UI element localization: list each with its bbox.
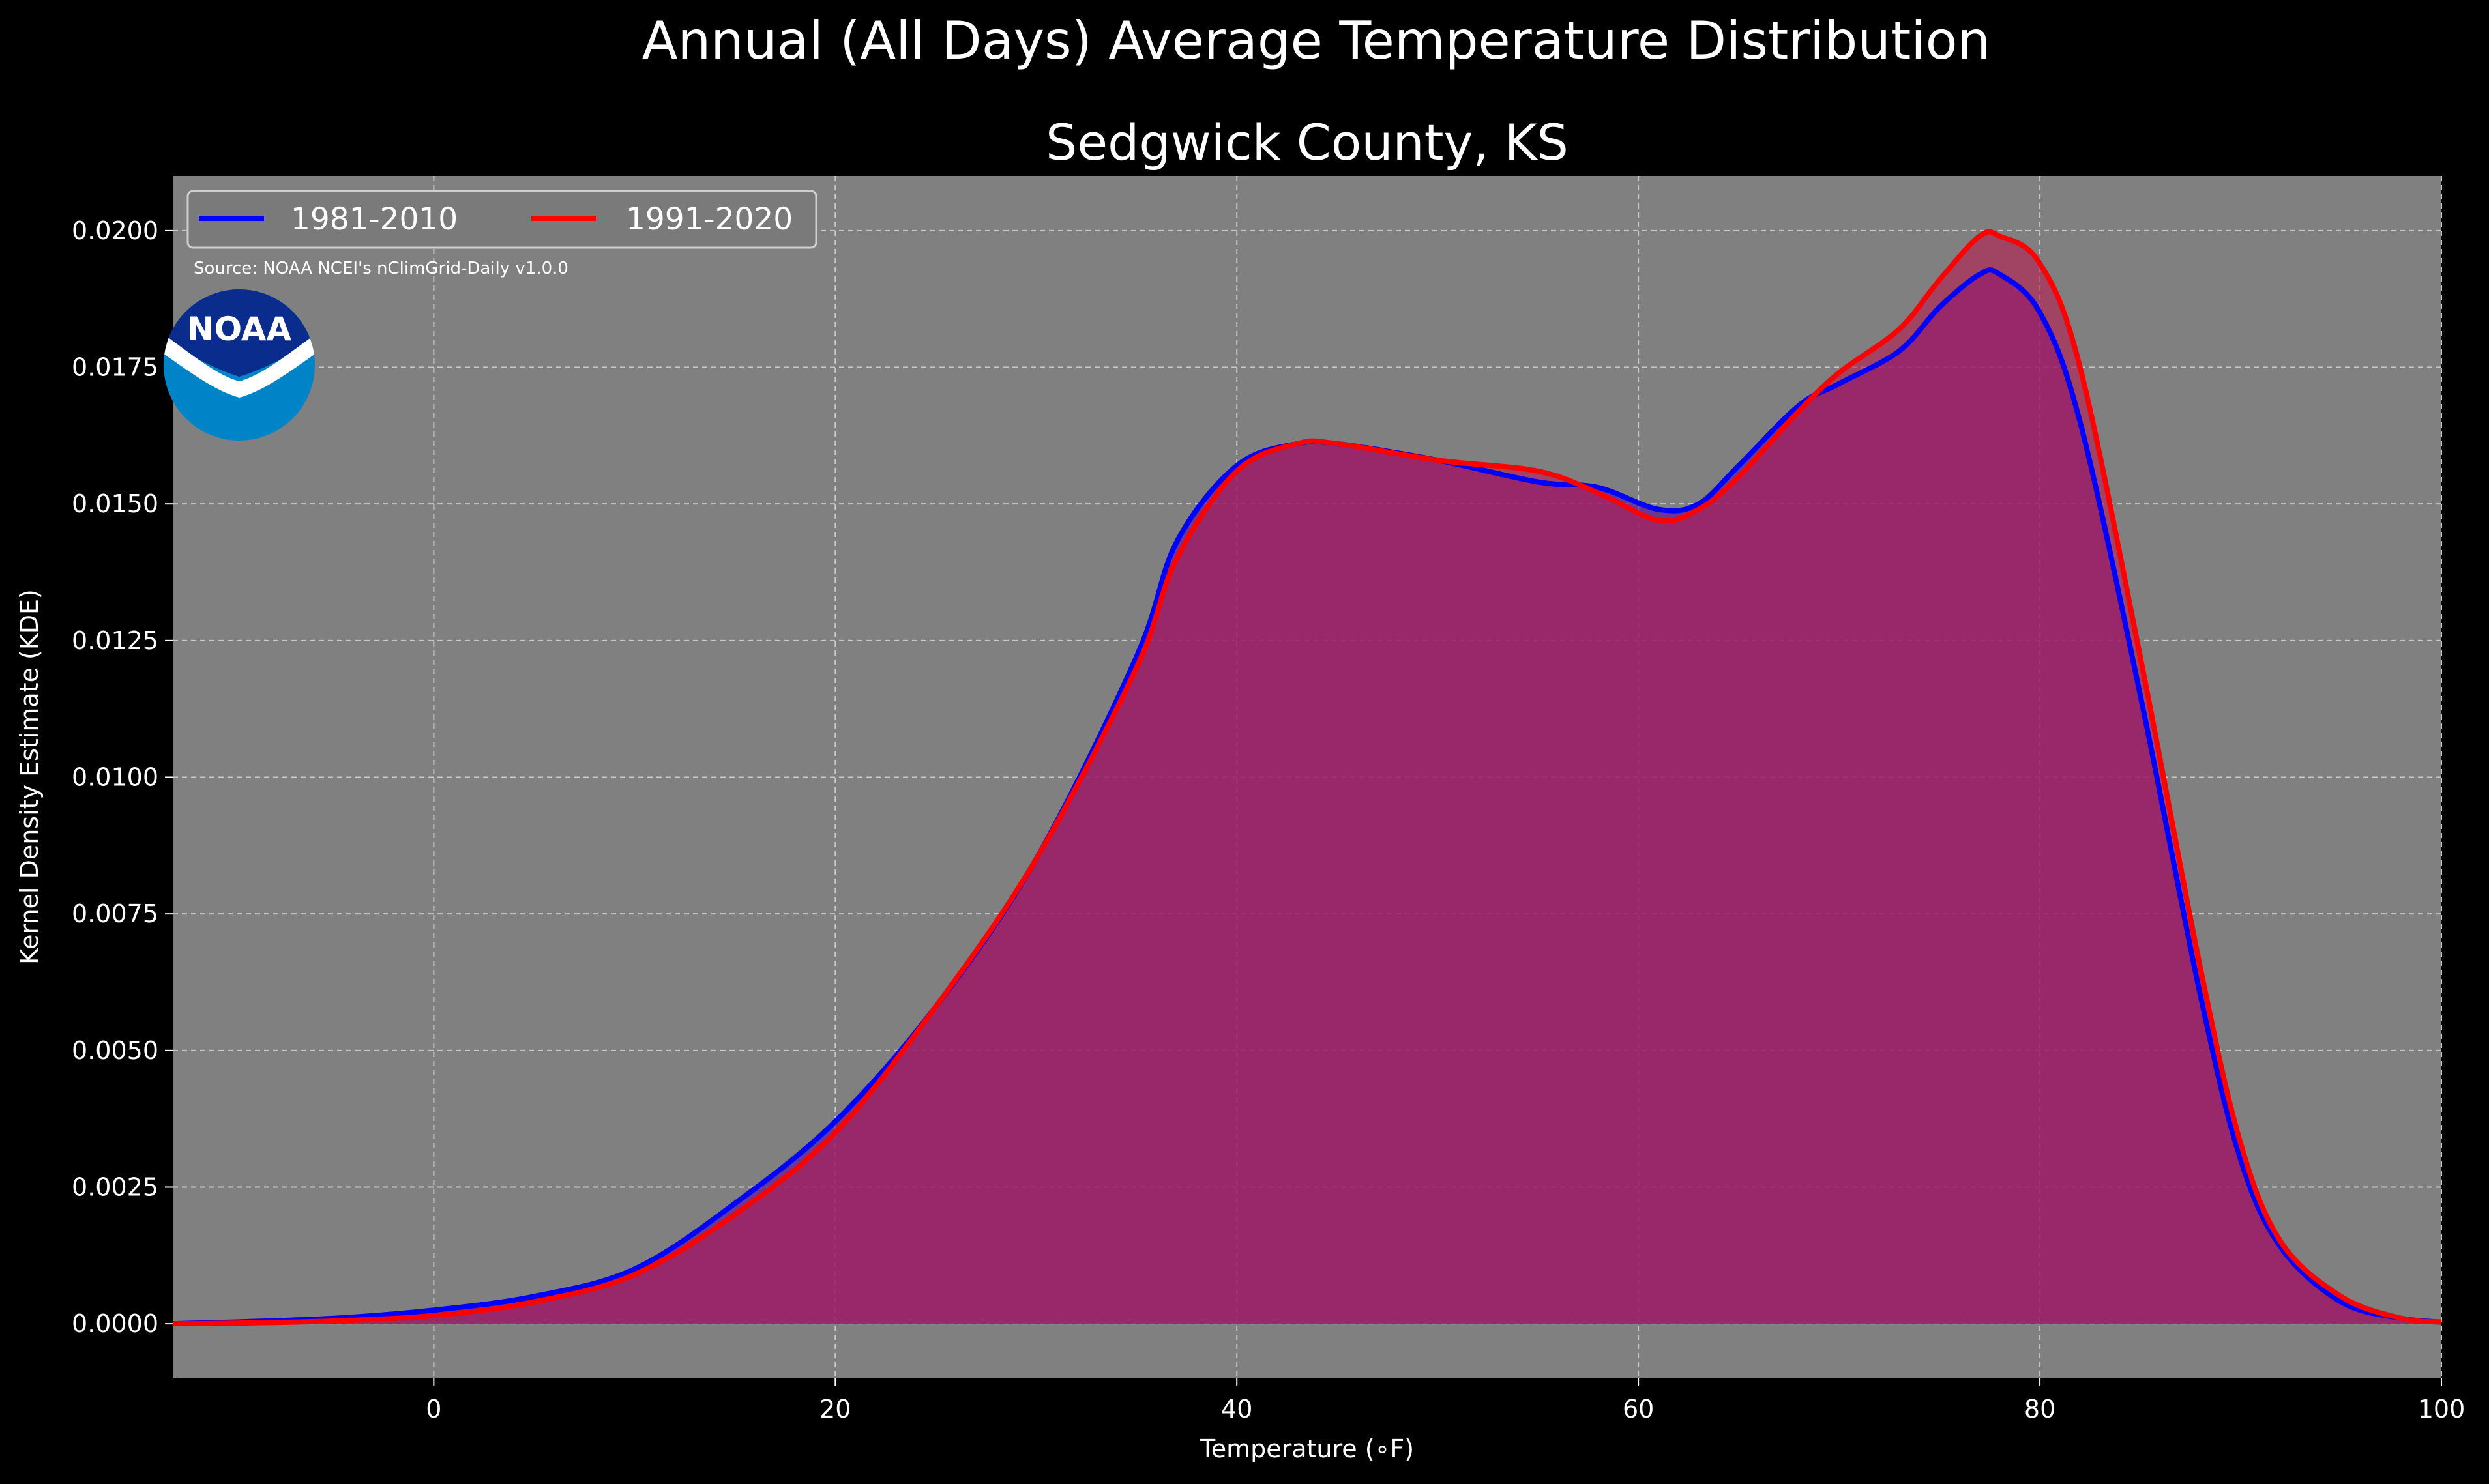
y-tick-label: 0.0100 — [72, 763, 158, 792]
y-tick-label: 0.0150 — [72, 489, 158, 518]
y-axis-label: Kernel Density Estimate (KDE) — [15, 589, 44, 965]
y-axis-ticks: 0.0000 0.0025 0.0050 0.0075 0.0100 0.0125 0.01… — [72, 216, 173, 1338]
y-tick-label: 0.0175 — [72, 353, 158, 382]
y-tick-label: 0.0025 — [72, 1172, 158, 1201]
x-tick-label: 0 — [426, 1395, 441, 1423]
legend-label-1991-2020: 1991-2020 — [626, 201, 793, 237]
series-line-1991-2020 — [172, 229, 2442, 1327]
x-tick-label: 80 — [2024, 1395, 2055, 1423]
legend: 1981-2010 1991-2020 — [186, 190, 817, 249]
chart-title: Annual (All Days) Average Temperature Di… — [642, 10, 1990, 71]
y-tick-label: 0.0075 — [72, 899, 158, 928]
noaa-logo-text: NOAA — [187, 310, 292, 348]
series-area-1991-2020 — [173, 231, 2441, 1324]
series-lines — [172, 229, 2442, 1327]
y-tick-label: 0.0050 — [72, 1036, 158, 1065]
legend-label-1981-2010: 1981-2010 — [291, 201, 458, 237]
x-axis-ticks: 0 20 40 60 80 100 — [426, 1378, 2465, 1423]
x-tick-label: 60 — [1623, 1395, 1654, 1423]
series-areas — [173, 231, 2441, 1324]
noaa-logo-icon: NOAA — [164, 289, 315, 441]
chart-subtitle: Sedgwick County, KS — [1046, 113, 1569, 171]
x-axis-label: Temperature (∘F) — [1200, 1434, 1414, 1463]
y-tick-label: 0.0125 — [72, 626, 158, 655]
x-tick-label: 20 — [819, 1395, 851, 1423]
x-tick-label: 40 — [1221, 1395, 1252, 1423]
y-tick-label: 0.0200 — [72, 216, 158, 245]
legend-box — [186, 190, 817, 249]
source-note: Source: NOAA NCEI's nClimGrid-Daily v1.0… — [194, 259, 568, 278]
y-tick-label: 0.0000 — [72, 1309, 158, 1338]
x-tick-label: 100 — [2418, 1395, 2466, 1423]
